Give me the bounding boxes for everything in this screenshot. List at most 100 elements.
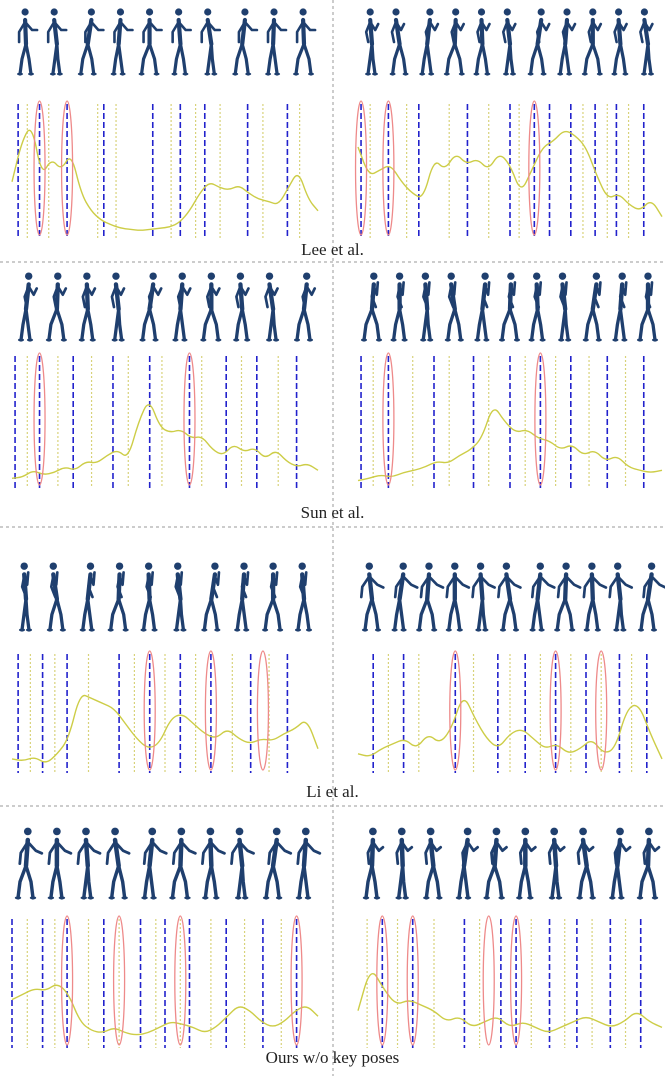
dancer-foot — [436, 896, 442, 899]
dancer-foot — [427, 339, 433, 342]
dancer-figure — [172, 272, 190, 341]
panel-0-1 — [356, 8, 662, 238]
dancer-arm — [91, 22, 103, 30]
dancer-foot — [569, 629, 575, 632]
dancer-arm — [620, 842, 630, 851]
dancer-head — [367, 8, 374, 15]
dancer-head — [396, 272, 403, 279]
dancer-figure — [293, 8, 315, 75]
dancer-foot — [613, 629, 619, 632]
dancer-figure — [139, 272, 161, 341]
dancer-leg — [400, 44, 406, 74]
dancer-foot — [558, 339, 564, 342]
dancer-foot — [459, 73, 465, 76]
dancer-figure — [139, 8, 162, 75]
dancer-leg — [180, 44, 185, 74]
dancer-leg — [648, 309, 655, 340]
dancer-figure — [266, 272, 280, 341]
dancer-foot — [182, 73, 188, 76]
dancer-figure — [140, 562, 157, 631]
dancer-head — [392, 8, 399, 15]
dancer-foot — [365, 73, 371, 76]
dancer-figure — [365, 8, 378, 75]
dancer-head — [644, 272, 651, 279]
dancer-leg — [487, 866, 495, 898]
dancer-figure — [233, 272, 250, 341]
dancer-foot — [139, 73, 145, 76]
dancer-foot — [621, 339, 627, 342]
dancer-leg — [538, 309, 543, 340]
dancer-foot — [276, 896, 282, 899]
dancer-leg — [174, 44, 180, 74]
dancer-leg — [482, 309, 486, 340]
dancer-leg — [204, 599, 211, 630]
dancer-foot — [80, 629, 86, 632]
dancer-head — [88, 8, 95, 15]
dancer-leg — [143, 309, 150, 340]
dancer-figure — [80, 562, 95, 631]
dancer-foot — [483, 339, 489, 342]
dancer-foot — [528, 73, 534, 76]
dancer-foot — [595, 629, 601, 632]
dancer-foot — [500, 629, 506, 632]
dancer-foot — [91, 73, 97, 76]
dancer-figure — [391, 272, 408, 341]
dancer-foot — [652, 896, 658, 899]
dancer-figure — [474, 272, 489, 341]
dancer-leg — [296, 44, 304, 74]
dancer-head — [464, 828, 472, 836]
panel-1-0 — [12, 272, 318, 488]
dancer-head — [616, 828, 624, 836]
dancer-head — [369, 828, 377, 836]
dancer-foot — [120, 73, 126, 76]
dancer-foot — [306, 629, 312, 632]
dancer-leg — [26, 44, 31, 74]
dancer-foot — [140, 629, 146, 632]
dancer-figure — [200, 272, 221, 341]
dancer-foot — [308, 73, 314, 76]
dancer-head — [648, 562, 655, 569]
dancer-leg — [519, 866, 525, 898]
dancer-figure — [609, 828, 630, 900]
dancer-foot — [59, 896, 65, 899]
dancer-leg — [538, 44, 544, 74]
dancer-figure — [576, 828, 595, 900]
dancer-arm — [306, 842, 320, 853]
dancer-head — [562, 562, 569, 569]
dancer-head — [112, 272, 119, 279]
dancer-foot — [483, 896, 489, 899]
dancer-foot — [423, 896, 429, 899]
dancer-leg — [455, 309, 461, 340]
dancer-leg — [593, 599, 598, 630]
dancer-foot — [90, 339, 96, 342]
dancer-figure — [637, 272, 658, 341]
dancer-leg — [393, 44, 400, 74]
dancer-arm — [610, 576, 618, 597]
dancer-foot — [474, 339, 480, 342]
dancer-leg — [394, 309, 400, 340]
dancer-head — [588, 562, 595, 569]
dancer-leg — [419, 599, 427, 630]
panel-2-0 — [12, 562, 318, 773]
dancer-foot — [233, 339, 239, 342]
panel-0-0 — [12, 8, 318, 238]
dancer-foot — [609, 896, 615, 899]
dancer-foot — [214, 629, 220, 632]
dancer-foot — [180, 629, 186, 632]
dancer-leg — [111, 599, 119, 630]
dancer-foot — [121, 896, 127, 899]
dancer-leg — [426, 866, 433, 898]
dancer-leg — [88, 599, 92, 630]
dancer-leg — [57, 44, 60, 74]
dancer-leg — [242, 44, 248, 74]
dancer-foot — [529, 339, 535, 342]
dancer-head — [452, 8, 459, 15]
dancer-figure — [483, 828, 506, 900]
dancer-leg — [482, 599, 485, 630]
dancer-foot — [565, 339, 571, 342]
dancer-head — [303, 272, 310, 279]
dancer-foot — [513, 629, 519, 632]
dancer-foot — [510, 73, 516, 76]
dancer-head — [211, 562, 218, 569]
dancer-leg — [400, 309, 405, 340]
